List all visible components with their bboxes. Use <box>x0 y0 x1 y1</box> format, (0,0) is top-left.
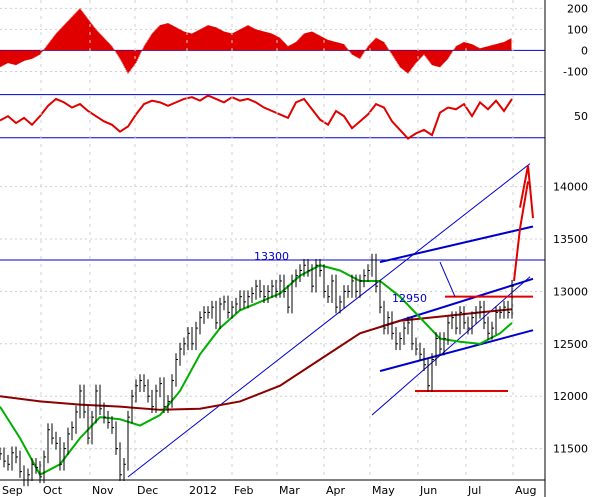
price-bars <box>0 253 514 487</box>
momentum-axis-labels: 50 <box>574 110 588 123</box>
x-tick-label: Feb <box>234 484 253 497</box>
price-tick-label: 13000 <box>553 285 588 298</box>
price-gridlines <box>0 0 545 480</box>
price-axis-labels: 14000 13500 13000 12500 12000 11500 <box>553 181 588 456</box>
x-tick-label: Oct <box>43 484 63 497</box>
price-tick-label: 12500 <box>553 338 588 351</box>
oscillator-tick-label: 0 <box>581 44 588 57</box>
price-tick-label: 14000 <box>553 181 588 194</box>
projection-arrow <box>513 165 534 282</box>
ma-long-line <box>0 308 513 411</box>
oscillator-tick-label: 100 <box>567 23 588 36</box>
oscillator-axis-labels: 200 100 0 -100 <box>563 2 588 78</box>
trendline-connector <box>439 261 456 297</box>
price-trendlines <box>0 163 545 478</box>
trendline-long_uptrend <box>127 163 531 478</box>
trendline-support_uptrend <box>371 276 531 416</box>
trendline-channel_mid <box>379 277 534 329</box>
x-tick-label: Jul <box>467 484 481 497</box>
label-12950: 12950 <box>392 292 427 305</box>
x-tick-label: Apr <box>326 484 346 497</box>
x-tick-label: May <box>372 484 395 497</box>
ma-short-line <box>0 264 513 477</box>
x-tick-label: Jun <box>419 484 437 497</box>
price-tick-label: 13500 <box>553 233 588 246</box>
x-tick-label: Nov <box>92 484 114 497</box>
x-axis-labels: Sep Oct Nov Dec 2012 Feb Mar Apr May Jun Jul Aug <box>0 479 545 497</box>
x-tick-label: 2012 <box>189 484 217 497</box>
price-tick-label: 11500 <box>553 443 588 456</box>
oscillator-bars <box>0 8 512 74</box>
momentum-panel: 50 <box>0 94 588 140</box>
x-tick-label: Mar <box>279 484 300 497</box>
x-tick-label: Sep <box>2 484 23 497</box>
oscillator-panel: 200 100 0 -100 <box>0 2 588 78</box>
momentum-tick-label: 50 <box>574 110 588 123</box>
oscillator-tick-label: -100 <box>563 65 588 78</box>
oscillator-tick-label: 200 <box>567 2 588 15</box>
price-tick-label: 12000 <box>553 390 588 403</box>
x-tick-label: Aug <box>515 484 536 497</box>
label-13300: 13300 <box>254 250 289 263</box>
momentum-line <box>0 94 513 140</box>
x-tick-label: Dec <box>137 484 158 497</box>
trendline-channel_lower <box>379 329 534 373</box>
trendline-channel_upper <box>379 225 534 264</box>
